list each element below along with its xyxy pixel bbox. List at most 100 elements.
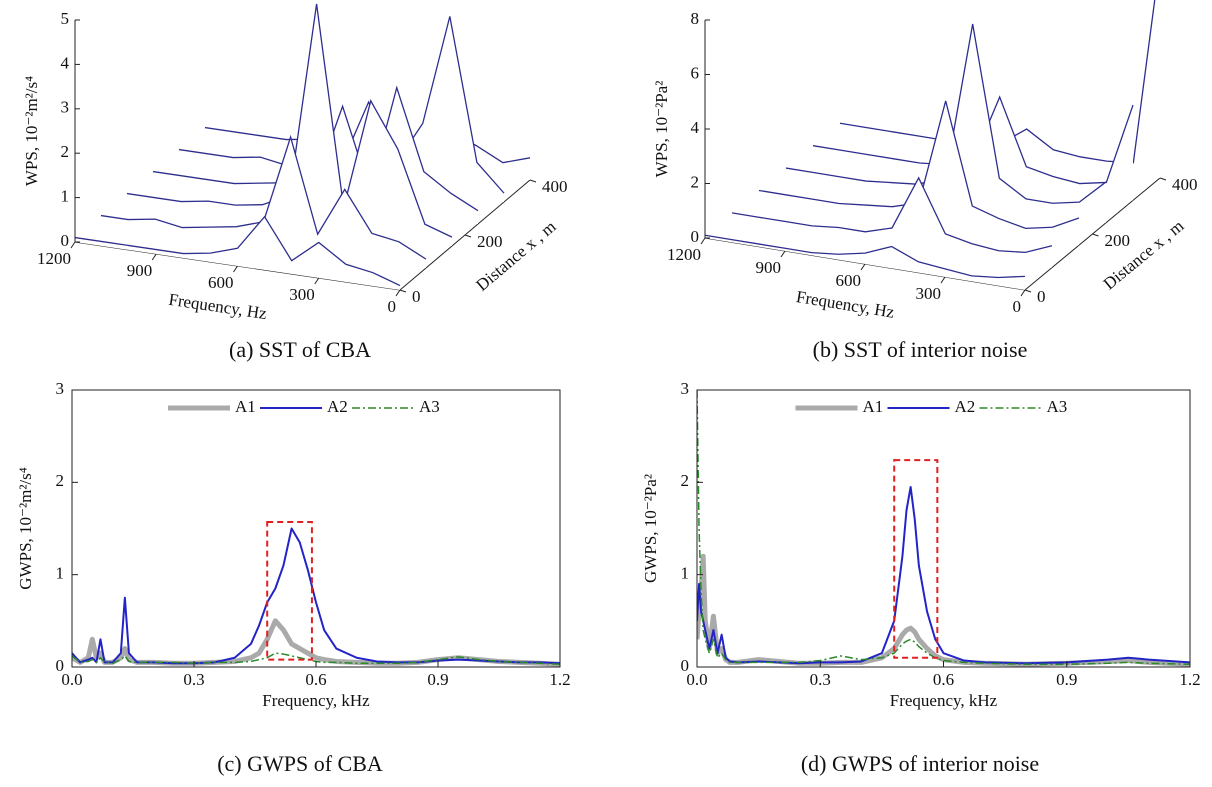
plot-frame: [696, 389, 1191, 668]
ridge-line: [704, 234, 1026, 279]
z-axis-title: WPS, 10⁻²m²/s⁴: [22, 76, 41, 186]
x-tick: [314, 277, 320, 285]
x-tick: [700, 237, 706, 245]
z-tick-label: 3: [61, 98, 70, 117]
x-tick-label: 0.3: [810, 670, 831, 689]
x-tick-label: 600: [208, 273, 234, 292]
y-tick-label: 1: [56, 564, 65, 583]
legend-label: A1: [863, 397, 884, 416]
z-tick-label: 8: [691, 9, 700, 28]
caption: (a) SST of CBA: [229, 337, 371, 362]
ridge-backdrop: [101, 137, 426, 268]
x-tick-label: 1.2: [549, 670, 570, 689]
ridge-backdrop: [732, 177, 1052, 268]
x-tick: [860, 263, 866, 271]
x-tick: [780, 250, 786, 258]
z-tick-label: 5: [61, 9, 70, 28]
y-tick-label: 3: [56, 379, 65, 398]
y-tick-label: 0: [1037, 287, 1046, 306]
legend-label: A1: [235, 397, 256, 416]
ridge-backdrop: [179, 16, 504, 203]
z-tick-label: 6: [691, 63, 700, 82]
z-tick-label: 0: [691, 227, 700, 246]
z-tick-label: 1: [61, 187, 70, 206]
series-line: [697, 390, 1190, 665]
ridge-line: [74, 215, 401, 287]
caption: (b) SST of interior noise: [813, 337, 1028, 362]
x-tick-label: 0: [388, 297, 397, 316]
ridge-backdrop: [75, 216, 400, 290]
y-tick-label: 200: [1105, 231, 1131, 250]
x-tick-label: 0: [1013, 297, 1022, 316]
caption: (c) GWPS of CBA: [217, 751, 383, 776]
x-tick-label: 0.6: [305, 670, 326, 689]
legend-label: A3: [1047, 397, 1068, 416]
x-tick-label: 1200: [37, 249, 71, 268]
legend-label: A2: [327, 397, 348, 416]
ridge-line: [731, 176, 1053, 254]
caption: (d) GWPS of interior noise: [801, 751, 1039, 776]
x-tick: [940, 276, 946, 284]
z-axis-title: WPS, 10⁻²Pa²: [652, 81, 671, 178]
ridge-backdrop: [705, 235, 1025, 290]
x-tick: [233, 265, 238, 273]
series-line: [72, 527, 560, 665]
series-line: [72, 652, 560, 665]
y-tick-label: 0: [681, 656, 690, 675]
x-tick-label: 300: [289, 285, 315, 304]
series-line: [697, 553, 1190, 667]
x-tick-label: 600: [836, 271, 862, 290]
legend-label: A2: [955, 397, 976, 416]
highlight-box: [266, 521, 313, 661]
x-tick-label: 0.9: [1056, 670, 1077, 689]
x-tick-label: 1.2: [1179, 670, 1200, 689]
x-tick: [151, 253, 157, 261]
y-tick: [464, 234, 472, 238]
y-tick-label: 0: [56, 656, 65, 675]
y-axis-title: Distance x , m: [472, 217, 559, 295]
z-tick-label: 2: [691, 172, 700, 191]
y-tick: [1024, 289, 1032, 293]
y-tick-label: 2: [56, 471, 65, 490]
x-axis-title: Frequency, kHz: [890, 691, 998, 710]
y-tick-label: 400: [542, 177, 568, 196]
y-tick-label: 400: [1172, 175, 1198, 194]
plot-frame: [71, 389, 561, 668]
y-tick: [529, 179, 537, 183]
z-tick-label: 4: [691, 118, 700, 137]
x-tick-label: 0.9: [427, 670, 448, 689]
y-tick-label: 2: [681, 471, 690, 490]
y-tick: [1159, 177, 1167, 181]
z-tick-label: 0: [61, 231, 70, 250]
y-axis-title: Distance x , m: [1100, 216, 1188, 293]
highlight-box: [893, 459, 939, 659]
x-axis-title: Frequency, Hz: [795, 287, 896, 322]
x-tick-label: 0.0: [686, 670, 707, 689]
y-tick-label: 0: [412, 287, 421, 306]
x-tick: [395, 289, 401, 297]
x-axis-title: Frequency, kHz: [262, 691, 370, 710]
x-tick-label: 900: [756, 258, 782, 277]
y-tick-label: 1: [681, 564, 690, 583]
x-tick-label: 300: [916, 284, 942, 303]
y-tick: [399, 289, 407, 293]
z-tick-label: 4: [61, 53, 70, 72]
y-axis-title: GWPS, 10⁻²m²/s⁴: [16, 467, 35, 589]
series-line: [697, 485, 1190, 665]
x-tick: [70, 241, 76, 249]
z-tick-label: 2: [61, 142, 70, 161]
y-tick-label: 200: [477, 232, 503, 251]
x-axis-title: Frequency, Hz: [167, 290, 268, 323]
legend-label: A3: [419, 397, 440, 416]
x-tick: [1020, 289, 1026, 297]
x-tick-label: 1200: [667, 245, 701, 264]
series-line: [72, 618, 560, 667]
x-tick-label: 0.0: [61, 670, 82, 689]
y-axis-title: GWPS, 10⁻²Pa²: [641, 474, 660, 583]
y-tick-label: 3: [681, 379, 690, 398]
y-tick: [1092, 233, 1099, 237]
ridge-backdrop: [127, 4, 452, 246]
x-tick-label: 0.6: [933, 670, 954, 689]
x-tick-label: 900: [127, 261, 153, 280]
